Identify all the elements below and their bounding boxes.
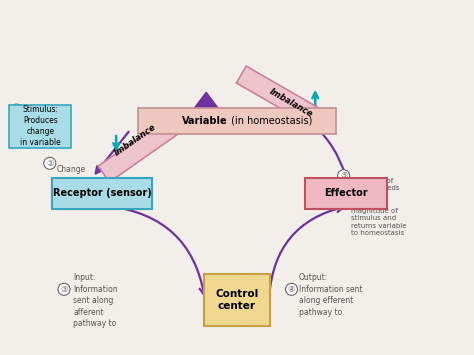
Text: Imbalance: Imbalance xyxy=(113,122,157,158)
Text: Change
detected
by receptor: Change detected by receptor xyxy=(57,165,101,197)
Text: Response of
effector feeds
back to
influence
magnitude of
stimulus and
returns v: Response of effector feeds back to influ… xyxy=(351,178,406,236)
Text: Receptor (sensor): Receptor (sensor) xyxy=(53,189,151,198)
Text: ②: ② xyxy=(46,159,54,168)
Text: ④: ④ xyxy=(288,285,295,294)
Text: Stimulus:
Produces
change
in variable: Stimulus: Produces change in variable xyxy=(20,105,61,147)
FancyBboxPatch shape xyxy=(9,104,72,148)
FancyBboxPatch shape xyxy=(203,274,270,326)
Text: ①: ① xyxy=(13,105,20,115)
Text: Imbalance: Imbalance xyxy=(268,87,315,119)
Text: Control
center: Control center xyxy=(215,289,259,311)
Polygon shape xyxy=(98,109,191,182)
Text: Variable: Variable xyxy=(182,116,228,126)
Text: ⑤: ⑤ xyxy=(340,171,347,180)
Text: Effector: Effector xyxy=(324,189,368,198)
Polygon shape xyxy=(183,92,229,122)
Text: Output:
Information sent
along efferent
pathway to: Output: Information sent along efferent … xyxy=(299,273,362,317)
FancyBboxPatch shape xyxy=(305,178,386,209)
FancyBboxPatch shape xyxy=(52,178,152,209)
Text: Input:
Information
sent along
afferent
pathway to: Input: Information sent along afferent p… xyxy=(73,273,118,328)
Polygon shape xyxy=(237,66,332,133)
FancyBboxPatch shape xyxy=(138,108,336,133)
Text: (in homeostasis): (in homeostasis) xyxy=(228,116,312,126)
Text: ③: ③ xyxy=(60,285,68,294)
